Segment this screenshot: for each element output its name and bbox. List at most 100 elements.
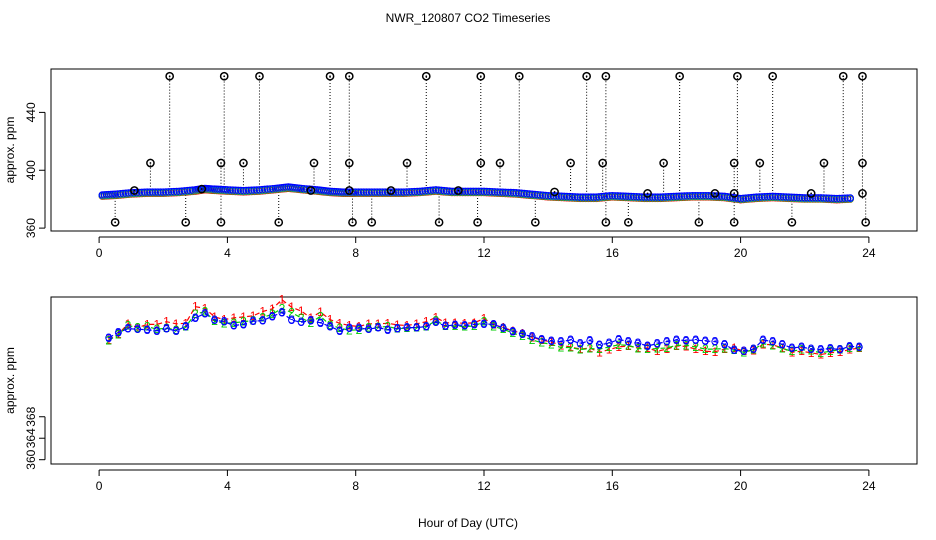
series-point: 3: [683, 333, 690, 347]
series-point: [153, 327, 161, 335]
series-point: 2: [192, 307, 199, 321]
series-point: [432, 318, 440, 326]
flagged-point-center: [425, 75, 428, 78]
series-point: 1: [423, 315, 430, 329]
series-point: 3: [712, 335, 719, 349]
series-point: [682, 336, 690, 344]
series-point: 2: [731, 343, 738, 357]
series-point: 1: [259, 304, 266, 318]
series-point: 1: [365, 317, 372, 331]
series-point: 1: [654, 344, 661, 358]
series-point: 3: [654, 337, 661, 351]
flagged-point: [219, 71, 229, 81]
series-point: 1: [827, 346, 834, 360]
series-point: 1: [394, 318, 401, 332]
series-point: 3: [173, 324, 180, 338]
series-point: 1: [519, 327, 526, 341]
series-point: 2: [115, 328, 122, 342]
flagged-point-center: [313, 162, 315, 164]
series-point: 3: [356, 321, 363, 335]
series-point: 1: [375, 317, 382, 331]
series-point: 3: [827, 342, 834, 356]
series-point: 2: [654, 342, 661, 356]
series-point: [730, 346, 738, 354]
series-point: 1: [558, 338, 565, 352]
series-point: 3: [500, 321, 507, 335]
series-point: 3: [856, 340, 863, 354]
series-point: 2: [837, 343, 844, 357]
series-point: [345, 324, 353, 332]
series-point: 3: [837, 343, 844, 357]
series-point: 1: [471, 316, 478, 330]
series-point: 2: [856, 340, 863, 354]
series-point: 3: [211, 313, 218, 327]
series-point: 2: [596, 342, 603, 356]
flagged-point: [421, 71, 431, 81]
flagged-point: [255, 71, 264, 81]
series-point: 2: [279, 301, 286, 315]
series-point: 1: [548, 335, 555, 349]
series-point: [105, 334, 113, 342]
series-point: 1: [596, 345, 603, 359]
series-point: [721, 340, 729, 348]
series-point: [817, 346, 825, 354]
series-point: 3: [740, 344, 747, 358]
flagged-point-center: [329, 75, 331, 78]
series-point: 2: [356, 323, 363, 337]
y-tick-label: 440: [24, 102, 38, 122]
series-point: [124, 325, 132, 333]
series-point: [470, 320, 478, 328]
series-point: 1: [173, 317, 180, 331]
flagged-point: [325, 71, 335, 81]
flagged-point-center: [184, 221, 187, 224]
series-point: 2: [510, 326, 517, 340]
series-point: [239, 320, 247, 328]
series-point: 1: [279, 293, 286, 307]
series-point: [316, 319, 324, 327]
series-point: [191, 314, 199, 322]
flagged-point-center: [457, 189, 460, 192]
x-tick-label: 16: [606, 479, 620, 493]
flagged-point: [710, 189, 720, 198]
flagged-point: [582, 71, 591, 81]
series-point: 1: [500, 321, 507, 335]
flagged-point-center: [438, 221, 440, 224]
flagged-point: [239, 158, 248, 168]
series-point: 1: [413, 317, 420, 331]
series-point: 1: [606, 343, 613, 357]
series-point: 3: [163, 322, 170, 336]
series-point: 2: [327, 318, 334, 332]
series-point: 3: [625, 335, 632, 349]
series-point: [615, 335, 623, 343]
x-tick-label: 20: [734, 246, 748, 260]
series-point: 3: [423, 320, 430, 334]
flagged-point: [130, 186, 139, 195]
series-point: 3: [673, 333, 680, 347]
plot-frame: [50, 296, 918, 465]
series-point: 1: [298, 304, 305, 318]
series-point: [393, 325, 401, 333]
figure-title: NWR_120807 CO2 Timeseries: [386, 11, 551, 25]
series-point: 1: [731, 341, 738, 355]
flagged-point: [598, 158, 608, 168]
flagged-point-center: [223, 75, 226, 78]
flagged-point: [729, 158, 739, 168]
series-point: [855, 343, 863, 351]
y-axis-label: approx. ppm: [3, 347, 17, 414]
series-point: 2: [692, 340, 699, 354]
series-point: 3: [750, 342, 757, 356]
flagged-point: [165, 71, 175, 81]
series-point: 2: [702, 342, 709, 356]
series-point: 3: [548, 334, 555, 348]
series-point: 3: [606, 336, 613, 350]
series-point: 2: [567, 340, 574, 354]
series-point: 3: [327, 320, 334, 334]
series-point: 2: [721, 342, 728, 356]
series-point: 1: [538, 333, 545, 347]
flagged-point-center: [479, 162, 482, 164]
x-tick-label: 0: [96, 246, 103, 260]
flagged-point-center: [601, 162, 604, 164]
series-point: [403, 324, 411, 332]
series-point: 2: [442, 319, 449, 333]
series-point: 1: [384, 316, 391, 330]
